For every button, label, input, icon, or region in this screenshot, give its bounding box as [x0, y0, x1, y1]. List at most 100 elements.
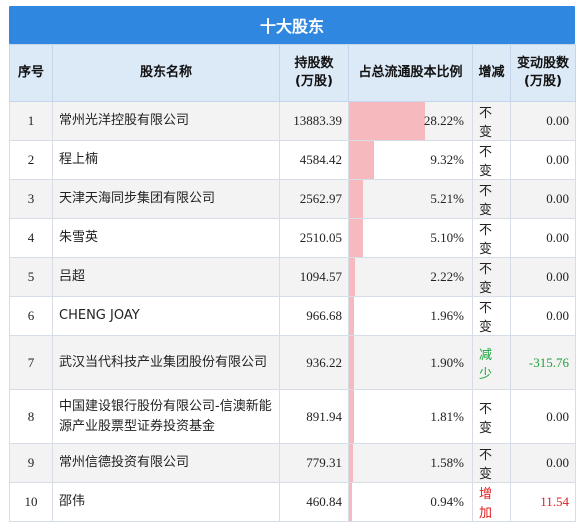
- shares-held: 13883.39: [279, 101, 349, 141]
- header-shares: 持股数 (万股): [279, 44, 349, 102]
- change-direction: 减少: [472, 335, 511, 390]
- shares-held: 966.68: [279, 296, 349, 336]
- ratio-value: 1.90%: [430, 354, 464, 370]
- table-row: 4 朱雪英 2510.05 5.10% 不变 0.00: [9, 218, 576, 258]
- row-index: 7: [9, 335, 53, 390]
- shares-held: 779.31: [279, 443, 349, 483]
- change-amount: 0.00: [510, 101, 576, 141]
- ratio-cell: 1.58%: [348, 443, 473, 483]
- row-index: 2: [9, 140, 53, 180]
- table-row: 8 中国建设银行股份有限公司-信澳新能源产业股票型证券投资基金 891.94 1.81…: [9, 389, 576, 444]
- ratio-bar: [349, 297, 355, 335]
- change-amount: 0.00: [510, 140, 576, 180]
- change-direction: 不变: [472, 101, 511, 141]
- shareholder-name: 天津天海同步集团有限公司: [52, 179, 280, 219]
- change-direction: 不变: [472, 218, 511, 258]
- header-name: 股东名称: [52, 44, 280, 102]
- shareholder-name: 常州信德投资有限公司: [52, 443, 280, 483]
- table-row: 3 天津天海同步集团有限公司 2562.97 5.21% 不变 0.00: [9, 179, 576, 219]
- table-row: 2 程上楠 4584.42 9.32% 不变 0.00: [9, 140, 576, 180]
- shareholder-name: 吕超: [52, 257, 280, 297]
- shareholder-name: 程上楠: [52, 140, 280, 180]
- row-index: 3: [9, 179, 53, 219]
- row-index: 6: [9, 296, 53, 336]
- change-amount: 11.54: [510, 482, 576, 522]
- change-amount: 0.00: [510, 296, 576, 336]
- row-index: 5: [9, 257, 53, 297]
- shares-held: 936.22: [279, 335, 349, 390]
- change-direction: 增加: [472, 482, 511, 522]
- shareholder-name: 邵伟: [52, 482, 280, 522]
- shareholder-name: 常州光洋控股有限公司: [52, 101, 280, 141]
- header-change-direction: 增减: [472, 44, 511, 102]
- change-direction: 不变: [472, 443, 511, 483]
- shareholder-name: 武汉当代科技产业集团股份有限公司: [52, 335, 280, 390]
- ratio-cell: 28.22%: [348, 101, 473, 141]
- ratio-cell: 5.10%: [348, 218, 473, 258]
- shareholders-table: 序号 股东名称 持股数 (万股) 占总流通股本比例 增减 变动股数 (万股) 1…: [9, 44, 576, 522]
- header-ratio: 占总流通股本比例: [348, 44, 473, 102]
- shareholder-name: 朱雪英: [52, 218, 280, 258]
- shares-held: 1094.57: [279, 257, 349, 297]
- ratio-cell: 2.22%: [348, 257, 473, 297]
- ratio-value: 2.22%: [430, 269, 464, 284]
- ratio-value: 1.96%: [430, 308, 464, 323]
- header-index: 序号: [9, 44, 53, 102]
- ratio-value: 1.81%: [430, 408, 464, 424]
- change-direction: 不变: [472, 389, 511, 444]
- table-row: 9 常州信德投资有限公司 779.31 1.58% 不变 0.00: [9, 443, 576, 483]
- ratio-bar: [349, 141, 375, 179]
- row-index: 4: [9, 218, 53, 258]
- ratio-cell: 9.32%: [348, 140, 473, 180]
- table-header-row: 序号 股东名称 持股数 (万股) 占总流通股本比例 增减 变动股数 (万股): [9, 44, 576, 102]
- shares-held: 891.94: [279, 389, 349, 444]
- row-index: 10: [9, 482, 53, 522]
- table-row: 10 邵伟 460.84 0.94% 增加 11.54: [9, 482, 576, 522]
- shares-held: 4584.42: [279, 140, 349, 180]
- ratio-bar: [349, 336, 355, 389]
- row-index: 9: [9, 443, 53, 483]
- ratio-value: 1.58%: [430, 455, 464, 470]
- row-index: 8: [9, 389, 53, 444]
- change-amount: 0.00: [510, 179, 576, 219]
- ratio-cell: 1.90%: [348, 335, 473, 390]
- ratio-bar: [349, 102, 426, 140]
- header-change-amount: 变动股数 (万股): [510, 44, 576, 102]
- ratio-bar: [349, 390, 354, 443]
- ratio-value: 5.10%: [430, 230, 464, 245]
- ratio-value: 5.21%: [430, 191, 464, 206]
- table-row: 1 常州光洋控股有限公司 13883.39 28.22% 不变 0.00: [9, 101, 576, 141]
- table-row: 6 CHENG JOAY 966.68 1.96% 不变 0.00: [9, 296, 576, 336]
- shares-held: 460.84: [279, 482, 349, 522]
- shares-held: 2510.05: [279, 218, 349, 258]
- ratio-value: 28.22%: [423, 113, 464, 128]
- change-direction: 不变: [472, 296, 511, 336]
- shareholder-name: 中国建设银行股份有限公司-信澳新能源产业股票型证券投资基金: [52, 389, 280, 444]
- ratio-cell: 1.96%: [348, 296, 473, 336]
- row-index: 1: [9, 101, 53, 141]
- change-direction: 不变: [472, 257, 511, 297]
- table-row: 5 吕超 1094.57 2.22% 不变 0.00: [9, 257, 576, 297]
- ratio-cell: 0.94%: [348, 482, 473, 522]
- ratio-value: 0.94%: [430, 494, 464, 509]
- panel-title: 十大股东: [9, 6, 575, 44]
- ratio-bar: [349, 258, 355, 296]
- change-amount: 0.00: [510, 257, 576, 297]
- shareholder-name: CHENG JOAY: [52, 296, 280, 336]
- ratio-bar: [349, 180, 364, 218]
- table-row: 7 武汉当代科技产业集团股份有限公司 936.22 1.90% 减少 -315.76: [9, 335, 576, 390]
- change-direction: 不变: [472, 179, 511, 219]
- shares-held: 2562.97: [279, 179, 349, 219]
- ratio-cell: 1.81%: [348, 389, 473, 444]
- ratio-bar: [349, 219, 363, 257]
- top-shareholders-panel: 十大股东 序号 股东名称 持股数 (万股) 占总流通股本比例 增减 变动股数 (…: [9, 6, 576, 522]
- change-direction: 不变: [472, 140, 511, 180]
- ratio-cell: 5.21%: [348, 179, 473, 219]
- change-amount: 0.00: [510, 389, 576, 444]
- ratio-value: 9.32%: [430, 152, 464, 167]
- ratio-bar: [349, 483, 352, 521]
- change-amount: -315.76: [510, 335, 576, 390]
- ratio-bar: [349, 444, 354, 482]
- change-amount: 0.00: [510, 443, 576, 483]
- change-amount: 0.00: [510, 218, 576, 258]
